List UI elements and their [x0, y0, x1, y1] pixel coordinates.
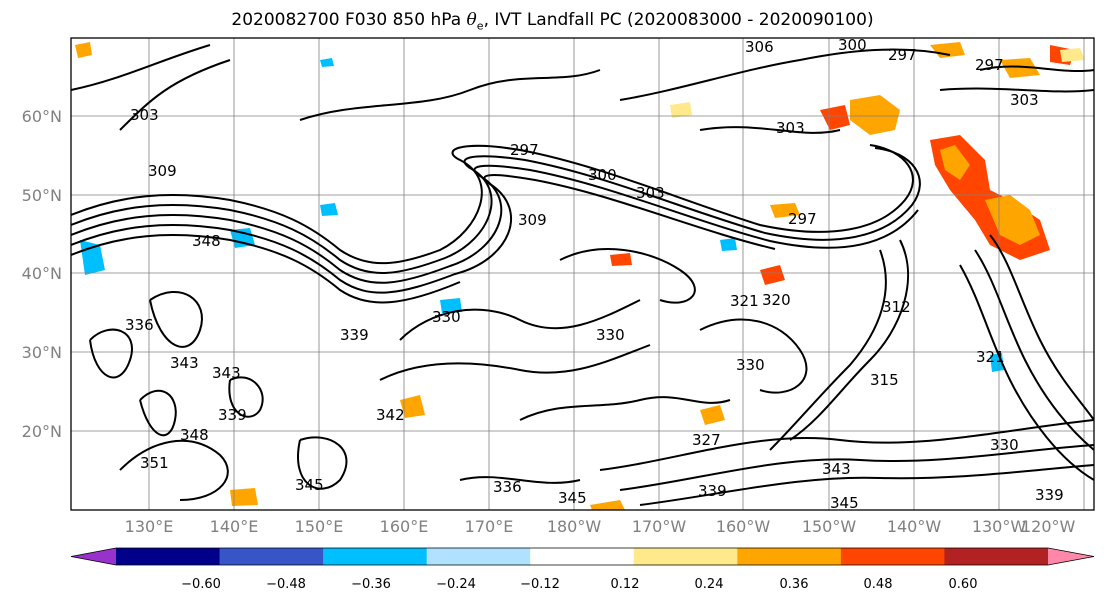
lon-label: 150°E: [295, 517, 344, 536]
colorbar-tick-label: 0.60: [949, 577, 978, 592]
contour-label: 303: [636, 184, 665, 202]
gridlines: [71, 38, 1094, 510]
lon-label: 150°W: [802, 517, 857, 536]
contour-label: 345: [830, 494, 859, 512]
contour-label: 327: [692, 431, 721, 449]
contour-label: 297: [510, 141, 539, 159]
colorbar-outline: [70, 547, 1095, 566]
lon-label: 170°W: [632, 517, 687, 536]
colorbar-tick-label: 0.48: [864, 577, 893, 592]
contour-label: 342: [376, 406, 405, 424]
title-theta-sub: e: [476, 19, 484, 33]
contour-label: 297: [975, 56, 1004, 74]
colorbar-segment: [323, 548, 428, 565]
contour-label: 315: [870, 371, 899, 389]
colorbar-segment: [530, 548, 635, 565]
colorbar-ticks: −0.60 −0.48 −0.36 −0.24 −0.12 0.12 0.24 …: [181, 577, 977, 592]
contour-label: 351: [140, 454, 169, 472]
contour-label: 300: [838, 36, 867, 54]
contour-label: 312: [882, 298, 911, 316]
colorbar-extend-left: [71, 548, 116, 565]
contour-label: 330: [990, 436, 1019, 454]
lat-label: 20°N: [22, 422, 62, 441]
title-prefix: 2020082700 F030 850 hPa: [231, 10, 467, 30]
title-theta: θ: [466, 10, 477, 30]
colorbar-segment: [944, 548, 1049, 565]
contour-label: 297: [788, 210, 817, 228]
contour-labels: 306 300 297 297 303 303 309 297 300 303 …: [125, 36, 1064, 512]
colorbar-tick-label: −0.36: [351, 577, 391, 592]
colorbar-segment: [426, 548, 531, 565]
contour-label: 303: [776, 119, 805, 137]
colorbar-tick-label: −0.24: [436, 577, 476, 592]
map-frame: [70, 37, 1095, 511]
contour-label: 348: [192, 232, 221, 250]
contour-label: 297: [888, 46, 917, 64]
lon-label: 140°W: [887, 517, 942, 536]
contour-label: 345: [295, 476, 324, 494]
contour-label: 309: [148, 162, 177, 180]
contour-label: 339: [1035, 486, 1064, 504]
colorbar-tick-label: 0.12: [611, 577, 640, 592]
contour-label: 339: [698, 482, 727, 500]
contour-label: 320: [762, 291, 791, 309]
contour-label: 343: [212, 364, 241, 382]
longitude-labels: 130°E 140°E 150°E 160°E 170°E 180°W 170°…: [125, 517, 1076, 536]
lon-label: 160°W: [716, 517, 771, 536]
title-suffix: , IVT Landfall PC (2020083000 - 20200901…: [483, 10, 874, 30]
colorbar-segment: [737, 548, 842, 565]
colorbar-tick-label: −0.12: [520, 577, 560, 592]
contour-label: 339: [218, 406, 247, 424]
contour-label: 306: [745, 38, 774, 56]
lat-label: 60°N: [22, 107, 62, 126]
lon-label: 130°E: [125, 517, 174, 536]
colorbar-tick-label: −0.60: [181, 577, 221, 592]
contour-label: 336: [493, 478, 522, 496]
lat-label: 40°N: [22, 264, 62, 283]
contour-label: 321: [976, 348, 1005, 366]
lon-label: 120°W: [1021, 517, 1076, 536]
contour-label: 300: [588, 166, 617, 184]
contour-label: 345: [558, 489, 587, 507]
colorbar: [70, 547, 1095, 566]
contour-label: 339: [340, 326, 369, 344]
shading-layer: [75, 42, 1085, 510]
lon-label: 180°W: [547, 517, 602, 536]
lat-label: 50°N: [22, 186, 62, 205]
colorbar-tick-label: 0.24: [695, 577, 724, 592]
lon-label: 130°W: [972, 517, 1027, 536]
lon-label: 170°E: [465, 517, 514, 536]
contour-label: 309: [518, 211, 547, 229]
lon-label: 160°E: [380, 517, 429, 536]
latitude-labels: 60°N 50°N 40°N 30°N 20°N: [22, 107, 62, 441]
contour-label: 330: [596, 326, 625, 344]
colorbar-tick-label: −0.48: [266, 577, 306, 592]
theta-e-contours: [71, 44, 1094, 506]
contour-label: 348: [180, 426, 209, 444]
colorbar-segment: [116, 548, 221, 565]
colorbar-segment: [633, 548, 738, 565]
contour-label: 303: [130, 106, 159, 124]
lon-label: 140°E: [210, 517, 259, 536]
contour-label: 336: [125, 316, 154, 334]
contour-label: 343: [822, 460, 851, 478]
page-title: 2020082700 F030 850 hPa θe, IVT Landfall…: [0, 10, 1105, 32]
contour-label: 343: [170, 354, 199, 372]
colorbar-extend-right: [1048, 548, 1094, 565]
lat-label: 30°N: [22, 343, 62, 362]
colorbar-segment: [219, 548, 324, 565]
contour-label: 330: [432, 308, 461, 326]
contour-label: 321: [730, 292, 759, 310]
contour-label: 330: [736, 356, 765, 374]
colorbar-segment: [840, 548, 945, 565]
colorbar-tick-label: 0.36: [780, 577, 809, 592]
contour-label: 303: [1010, 91, 1039, 109]
